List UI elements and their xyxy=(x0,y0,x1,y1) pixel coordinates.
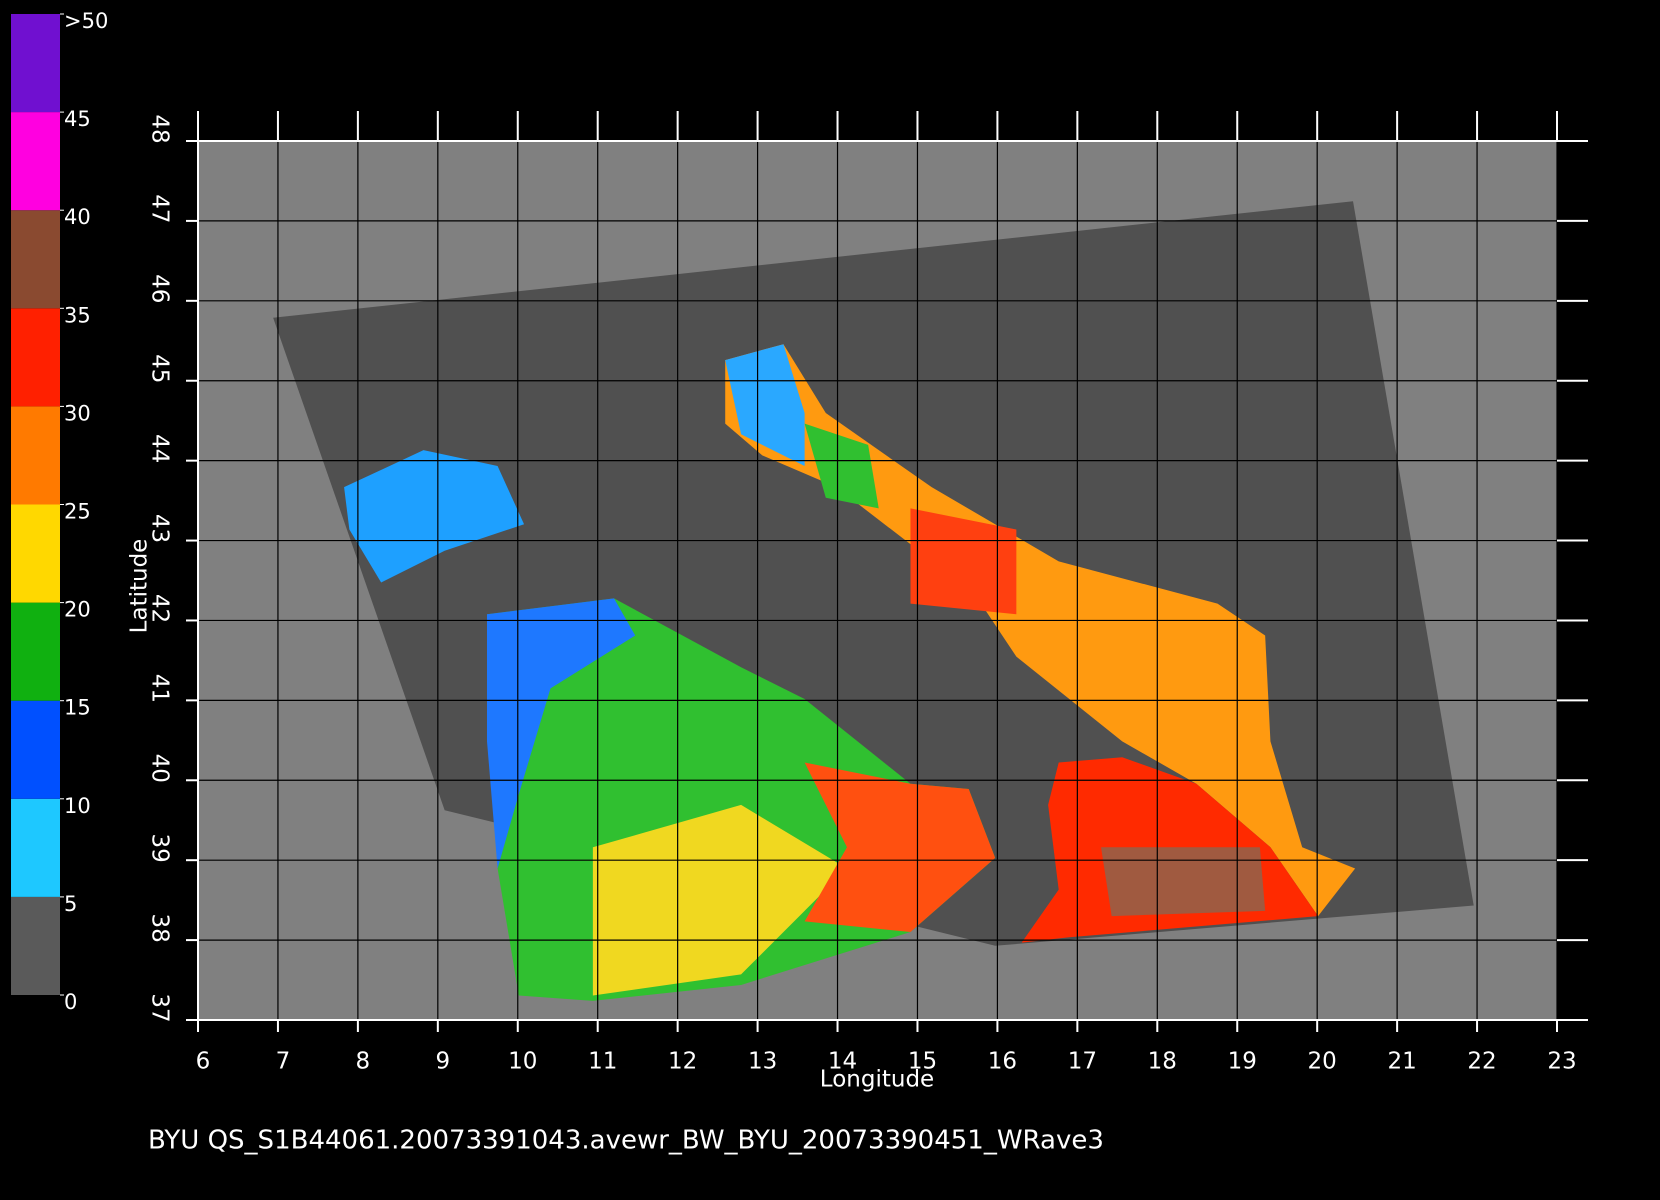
x-tick-label: 16 xyxy=(988,1049,1017,1075)
x-tick-label: 21 xyxy=(1387,1049,1416,1075)
colorbar-label: 5 xyxy=(64,892,77,916)
colorbar-band xyxy=(11,504,60,603)
colorbar-band xyxy=(11,210,60,309)
colorbar-label: 40 xyxy=(64,205,91,229)
wind-region xyxy=(725,344,1356,917)
wind-region xyxy=(592,804,847,996)
y-tick-label: 37 xyxy=(147,993,173,1022)
y-tick-label: 39 xyxy=(147,834,173,863)
x-tick-label: 8 xyxy=(356,1049,371,1075)
colorbar-label: 25 xyxy=(64,500,91,524)
y-tick-label: 48 xyxy=(147,114,173,143)
caption: BYU QS_S1B44061.20073391043.avewr_BW_BYU… xyxy=(148,1126,1104,1156)
x-tick-label: 20 xyxy=(1308,1049,1337,1075)
colorbar-label: 15 xyxy=(64,696,91,720)
wind-region xyxy=(1101,847,1266,917)
x-tick-label: 10 xyxy=(508,1049,537,1075)
x-tick-label: 15 xyxy=(908,1049,937,1075)
y-tick-label: 43 xyxy=(147,514,173,543)
wind-region xyxy=(487,598,636,869)
y-tick-label: 44 xyxy=(147,434,173,463)
colorbar-label: 35 xyxy=(64,303,91,327)
colorbar-label: 20 xyxy=(64,598,91,622)
colorbar-band xyxy=(11,112,60,211)
x-tick-label: 11 xyxy=(588,1049,617,1075)
axes: 6 7 8 9 10 11 12 13 14 15 16 17 18 19 20 21 22 23 37 38 39 40… xyxy=(11,9,1588,1075)
y-tick-label: 45 xyxy=(147,354,173,383)
colorbar-label: 30 xyxy=(64,401,91,425)
x-tick-label: 23 xyxy=(1547,1049,1576,1075)
x-axis-label: Longitude xyxy=(820,1067,934,1093)
y-tick-label: 46 xyxy=(147,274,173,303)
x-tick-label: 9 xyxy=(436,1049,451,1075)
y-tick-label: 40 xyxy=(147,754,173,783)
x-tick-label: 19 xyxy=(1228,1049,1257,1075)
colorbar-band xyxy=(11,406,60,505)
x-tick-label: 13 xyxy=(748,1049,777,1075)
colorbar-label: 0 xyxy=(64,990,77,1014)
x-tick-label: 17 xyxy=(1068,1049,1097,1075)
colorbar-band xyxy=(11,308,60,407)
colorbar-band xyxy=(11,602,60,701)
colorbar-label: >50 xyxy=(64,9,108,33)
x-tick-label: 22 xyxy=(1467,1049,1496,1075)
wind-region xyxy=(725,344,805,467)
colorbar-band xyxy=(11,896,60,995)
y-tick-label: 47 xyxy=(147,194,173,223)
colorbar-band xyxy=(11,700,60,799)
colorbar-band xyxy=(11,798,60,897)
y-tick-label: 42 xyxy=(147,594,173,623)
x-tick-label: 12 xyxy=(668,1049,697,1075)
x-tick-label: 18 xyxy=(1148,1049,1177,1075)
colorbar-band xyxy=(11,14,60,113)
colorbar-label: 45 xyxy=(64,107,91,131)
x-tick-label: 7 xyxy=(276,1049,291,1075)
wind-region xyxy=(804,423,879,509)
y-tick-label: 41 xyxy=(147,674,173,703)
y-tick-label: 38 xyxy=(147,913,173,942)
x-tick-label: 14 xyxy=(828,1049,857,1075)
wind-region xyxy=(804,762,996,933)
y-axis-label: Latitude xyxy=(127,539,153,634)
colorbar-label: 10 xyxy=(64,794,91,818)
x-tick-label: 6 xyxy=(196,1049,211,1075)
wind-region xyxy=(910,508,1017,615)
wind-field xyxy=(273,201,1474,1001)
wind-region xyxy=(344,450,525,583)
